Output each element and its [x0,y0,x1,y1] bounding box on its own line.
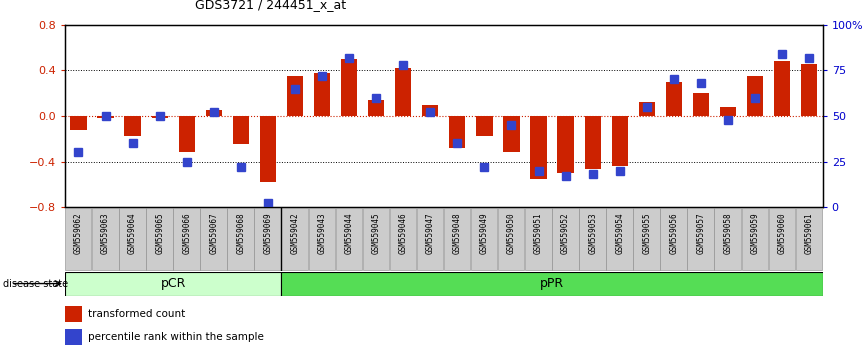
Bar [606,209,633,269]
Text: GSM559059: GSM559059 [751,212,759,254]
Bar [152,116,168,118]
Bar [313,73,330,116]
Text: GSM559050: GSM559050 [507,212,516,254]
Text: GSM559052: GSM559052 [561,212,570,254]
Bar [368,100,385,116]
Bar [796,209,822,269]
Bar [768,209,795,269]
Bar [449,116,465,148]
Bar [553,209,578,269]
Text: GSM559043: GSM559043 [318,212,326,254]
Bar [363,209,389,269]
Bar [341,59,357,116]
Bar [471,209,497,269]
Text: GSM559048: GSM559048 [453,212,462,254]
Text: GSM559051: GSM559051 [534,212,543,254]
Bar [774,61,790,116]
Bar [666,82,682,116]
Bar [801,63,818,116]
Text: GSM559064: GSM559064 [128,212,137,254]
Bar [97,116,113,118]
Text: GSM559054: GSM559054 [615,212,624,254]
Bar [205,110,222,116]
Bar [65,272,281,296]
Bar [558,116,573,173]
Text: percentile rank within the sample: percentile rank within the sample [87,332,263,342]
Bar [335,209,362,269]
Bar [638,102,655,116]
Text: GSM559045: GSM559045 [372,212,381,254]
Bar [200,209,227,269]
Bar [233,116,249,144]
Bar [741,209,768,269]
Text: GSM559058: GSM559058 [723,212,733,254]
Text: GSM559065: GSM559065 [155,212,165,254]
Bar [390,209,417,269]
Bar [281,272,823,296]
Text: GDS3721 / 244451_x_at: GDS3721 / 244451_x_at [195,0,346,11]
Bar [125,116,140,136]
Bar [476,116,493,136]
Bar [720,107,736,116]
Bar [746,76,763,116]
Text: GSM559063: GSM559063 [101,212,110,254]
Text: GSM559068: GSM559068 [236,212,245,254]
Bar [693,93,709,116]
Bar [227,209,254,269]
Text: GSM559066: GSM559066 [182,212,191,254]
Bar [417,209,443,269]
Text: GSM559044: GSM559044 [345,212,353,254]
Bar [443,209,470,269]
Bar [498,209,525,269]
Bar [65,209,92,269]
Text: GSM559061: GSM559061 [805,212,814,254]
Bar [119,209,145,269]
Bar [530,116,546,179]
Bar [688,209,714,269]
Bar [395,68,411,116]
Bar [178,116,195,152]
Bar [255,209,281,269]
Bar [633,209,660,269]
Bar [611,116,628,166]
Text: disease state: disease state [3,279,68,289]
Text: GSM559069: GSM559069 [263,212,273,254]
Bar [585,116,601,170]
Text: GSM559049: GSM559049 [480,212,489,254]
Bar [525,209,552,269]
Text: transformed count: transformed count [87,309,185,319]
Bar [503,116,520,152]
Bar [70,116,87,130]
Bar [308,209,335,269]
Bar [260,116,276,182]
Bar [422,104,438,116]
Bar [146,209,172,269]
Bar [92,209,119,269]
Text: GSM559055: GSM559055 [643,212,651,254]
Bar [173,209,200,269]
Text: GSM559062: GSM559062 [74,212,83,254]
Bar [579,209,605,269]
Text: GSM559053: GSM559053 [588,212,598,254]
Text: GSM559046: GSM559046 [398,212,408,254]
Text: GSM559056: GSM559056 [669,212,678,254]
Text: GSM559057: GSM559057 [696,212,706,254]
Text: GSM559067: GSM559067 [210,212,218,254]
Text: pPR: pPR [540,277,564,290]
Bar [65,306,81,321]
Bar [660,209,687,269]
Text: GSM559042: GSM559042 [290,212,300,254]
Bar [714,209,741,269]
Text: GSM559060: GSM559060 [778,212,786,254]
Text: GSM559047: GSM559047 [426,212,435,254]
Bar [65,329,81,345]
Bar [281,209,308,269]
Bar [287,76,303,116]
Text: pCR: pCR [160,277,186,290]
